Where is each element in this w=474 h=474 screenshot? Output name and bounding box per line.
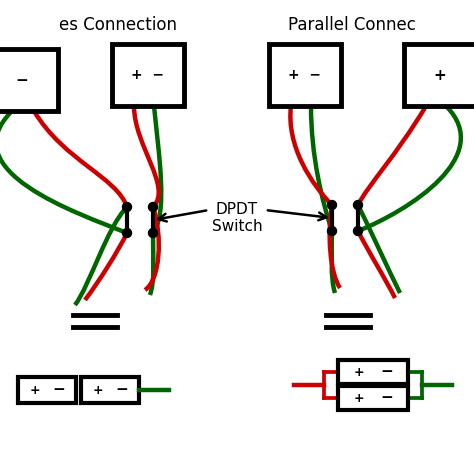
Circle shape [122, 202, 131, 211]
Bar [0, 49, 58, 111]
Text: es Connection: es Connection [59, 16, 177, 34]
Bar [18, 377, 76, 403]
Circle shape [328, 227, 337, 236]
Text: −: − [381, 391, 393, 405]
Text: +  −: + − [131, 68, 164, 82]
Text: +: + [93, 383, 104, 396]
Bar [81, 377, 139, 403]
Text: −: − [381, 365, 393, 380]
Bar [338, 360, 408, 384]
Circle shape [148, 228, 157, 237]
Text: −: − [115, 383, 128, 398]
Circle shape [328, 201, 337, 210]
Circle shape [148, 202, 157, 211]
Circle shape [122, 228, 131, 237]
Text: +: + [30, 383, 41, 396]
Bar [404, 44, 474, 106]
Text: Parallel Connec: Parallel Connec [288, 16, 416, 34]
Bar [338, 386, 408, 410]
Circle shape [354, 227, 363, 236]
Bar [112, 44, 184, 106]
Text: +: + [354, 365, 365, 379]
Text: −: − [16, 73, 28, 88]
Text: +  −: + − [289, 68, 321, 82]
Circle shape [354, 201, 363, 210]
Text: +: + [354, 392, 365, 404]
Bar [269, 44, 341, 106]
Text: +: + [434, 67, 447, 82]
Text: DPDT
Switch: DPDT Switch [212, 202, 262, 234]
Text: −: − [52, 383, 65, 398]
